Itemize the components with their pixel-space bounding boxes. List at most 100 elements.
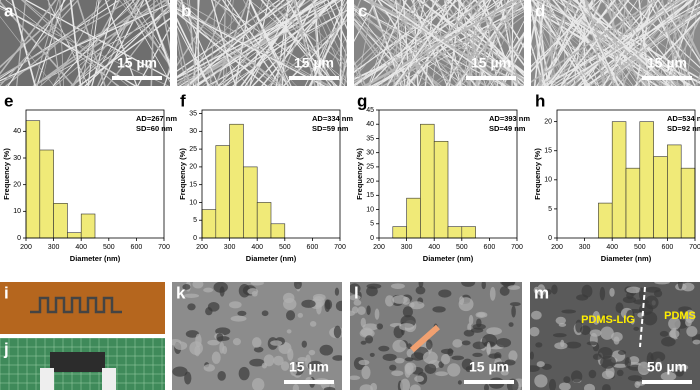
pore [360, 317, 366, 328]
pore [222, 345, 228, 355]
fiber [76, 0, 106, 86]
y-tick-label: 5 [370, 221, 374, 228]
chart-annotation: AD=334 nm [312, 114, 353, 123]
bar [406, 197, 421, 239]
fiber [367, 0, 453, 86]
fiber [0, 0, 132, 78]
pore [496, 337, 512, 348]
pore [507, 285, 521, 290]
pore [493, 361, 508, 372]
pore [418, 282, 424, 288]
pore [592, 310, 601, 325]
fiber [52, 0, 102, 86]
fiber [561, 0, 649, 86]
pore [481, 282, 486, 290]
fiber [177, 10, 278, 86]
pore [628, 356, 640, 365]
scale-bar-label: 15 µm [289, 359, 329, 375]
image-annotation: PDMS [664, 310, 696, 322]
pore [358, 359, 370, 366]
bar [215, 145, 230, 239]
panel-label: d [535, 1, 545, 20]
fiber [177, 29, 191, 86]
pore [217, 370, 226, 381]
fiber [381, 8, 524, 86]
fiber [249, 0, 295, 86]
y-tick-label: 10 [366, 206, 374, 213]
fiber [354, 0, 419, 65]
pore [615, 302, 624, 314]
pore [425, 339, 433, 350]
y-axis-label: Frequency (%) [533, 148, 542, 200]
pore [301, 299, 316, 308]
pore [250, 282, 264, 286]
pore [232, 337, 241, 346]
x-tick-label: 500 [456, 244, 468, 251]
pore [360, 327, 373, 337]
pore [588, 369, 597, 379]
y-tick-label: 0 [193, 235, 197, 242]
pore [676, 364, 689, 371]
pore [230, 315, 247, 322]
image-panel [0, 282, 165, 334]
pore [391, 370, 404, 377]
pore [536, 361, 545, 368]
fiber [196, 0, 319, 86]
fiber [267, 19, 347, 86]
pore [308, 349, 316, 356]
bar [598, 202, 613, 239]
fiber [326, 0, 347, 44]
fiber [314, 0, 347, 67]
fiber [177, 17, 210, 86]
bar [611, 121, 627, 239]
x-tick-label: 300 [48, 244, 60, 251]
pore [488, 353, 501, 359]
pore [438, 289, 452, 298]
y-tick-label: 40 [13, 128, 21, 135]
fiber [177, 6, 283, 86]
fiber [339, 56, 347, 86]
panel-label: k [176, 283, 186, 302]
y-tick-label: 15 [544, 148, 552, 155]
y-tick-label: 35 [189, 110, 197, 117]
fiber [406, 0, 426, 86]
fiber [393, 0, 457, 86]
fiber [164, 0, 170, 13]
pore [476, 318, 482, 328]
arrow [410, 324, 440, 353]
y-tick-label: 0 [370, 235, 374, 242]
pore [447, 363, 461, 377]
y-tick-label: 0 [17, 235, 21, 242]
fiber [448, 0, 462, 86]
y-axis-label: Frequency (%) [355, 148, 364, 200]
pore [575, 319, 583, 333]
x-tick-label: 700 [511, 244, 523, 251]
pore [461, 282, 476, 287]
bar [680, 167, 696, 239]
pore [602, 314, 608, 320]
pore [286, 329, 292, 334]
fiber [354, 0, 524, 81]
pore [451, 355, 465, 361]
pore [681, 282, 695, 292]
pore [211, 351, 221, 364]
fiber [87, 0, 140, 86]
pore [360, 340, 367, 345]
pore [273, 355, 284, 366]
x-tick-label: 700 [334, 244, 346, 251]
fiber [696, 75, 700, 86]
fiber [77, 17, 170, 86]
pore [583, 383, 596, 390]
pore [261, 310, 269, 317]
fiber [177, 0, 290, 86]
bar [25, 120, 41, 239]
fiber [560, 0, 630, 86]
fiber [69, 0, 82, 86]
fiber [240, 0, 306, 86]
fiber [554, 1, 700, 86]
panel-label: g [357, 91, 367, 110]
pore [548, 378, 557, 390]
scale-bar-label: 15 µm [469, 359, 509, 375]
pore [384, 295, 395, 307]
pore [435, 371, 449, 377]
